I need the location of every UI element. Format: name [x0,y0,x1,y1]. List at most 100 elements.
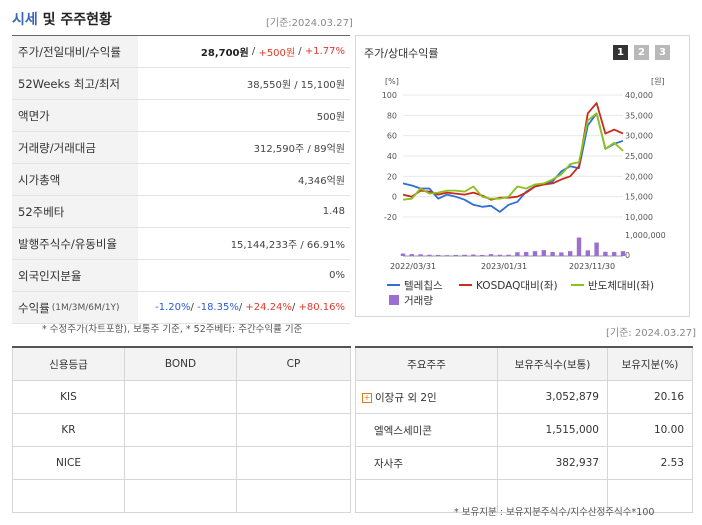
holder-name: 이장규 외 2인 [375,391,437,404]
holder-name-cell: + 이장규 외 2인 [355,380,498,414]
price-row-label: 시가총액 [12,164,138,195]
title-market: 시세 [12,12,38,28]
value-part: +24.24% [245,302,292,313]
legend-label: 텔레칩스 [404,280,443,292]
y-left-tick: 60 [387,132,397,141]
value-part: 4,346억원 [297,176,345,187]
series-line [402,112,624,201]
y-left-tick: 80 [387,111,397,120]
x-axis-label: 2023/01/31 [481,262,527,271]
credit-cell [124,380,237,414]
price-row-value: 28,700원 / +500원 / +1.77% [138,36,350,67]
price-row-label: 발행주식수/유동비율 [12,228,138,259]
volume-bar [453,254,458,256]
value-part: / [238,302,246,313]
y-left-tick: -20 [384,213,397,222]
holders-base-date: [기준: 2024.03.27] [606,328,697,339]
volume-bar [409,254,414,256]
price-table: 주가/전일대비/수익률 28,700원 / +500원 / +1.77% 52Wee… [12,35,350,324]
label-text: 발행주식수/유동비율 [18,236,118,251]
credit-row: KR [12,413,351,447]
volume-tick: 1,000,000 [625,231,666,240]
holder-name-cell: 자사주 [355,446,498,480]
volume-bar [603,251,608,256]
value-part: 28,700원 [200,48,249,59]
price-row-value: 4,346억원 [138,164,350,195]
credit-cell [236,479,351,513]
label-text: 수익률 [18,300,50,315]
volume-bar [462,254,467,256]
price-row: 수익률 (1M/3M/6M/1Y) -1.20% / -18.35% / +24.24%… [12,292,350,324]
holder-shares: 382,937 [497,446,608,480]
price-row-value: -1.20% / -18.35% / +24.24% / +80.16% [138,292,350,323]
credit-cell: NICE [12,446,125,480]
y-right-tick: 40,000 [625,91,653,100]
credit-cell [236,380,351,414]
volume-bar [568,251,573,256]
y-right-tick: 30,000 [625,132,653,141]
price-row-value: 1.48 [138,196,350,227]
credit-cell [124,479,237,513]
value-part: 0% [329,270,345,281]
label-sub: (1M/3M/6M/1Y) [51,302,120,313]
label-text: 52Weeks 최고/최저 [18,76,120,91]
y-left-tick: 100 [382,91,397,100]
y-right-tick: 25,000 [625,152,653,161]
credit-cell: KR [12,413,125,447]
legend-swatch [389,295,399,305]
holder-row: 자사주 382,937 2.53 [355,446,693,480]
price-row-label: 52Weeks 최고/최저 [12,68,138,99]
credit-cell: KIS [12,380,125,414]
price-row-value: 15,144,233주 / 66.91% [138,228,350,259]
value-part: +1.77% [304,46,345,57]
volume-bar [400,253,406,256]
holder-name: 자사주 [374,457,403,470]
y-right-tick: 15,000 [625,193,653,202]
legend-label: KOSDAQ대비(좌) [476,280,558,292]
series-line [402,112,624,213]
label-text: 52주베타 [18,204,65,219]
x-axis-label: 2023/11/30 [569,262,615,271]
volume-bar [585,250,590,256]
y-right-tick: 35,000 [625,111,653,120]
volume-bar [427,254,432,256]
price-row: 액면가 500원 [12,100,350,132]
credit-cell [124,446,237,480]
volume-bar [506,254,511,256]
volume-bar [612,252,617,256]
holder-row: + 이장규 외 2인 3,052,879 20.16 [355,380,693,414]
credit-row: KIS [12,380,351,414]
holder-name-cell: 엘엑스세미콘 [355,413,498,447]
price-row: 거래량/거래대금 312,590주 / 89억원 [12,132,350,164]
credit-cell [124,413,237,447]
price-row-label: 수익률 (1M/3M/6M/1Y) [12,292,138,323]
volume-bar [524,252,529,256]
volume-tick: 0 [625,251,630,260]
holder-percent [607,479,693,513]
legend-label: 거래량 [404,295,433,307]
chart-tab-3[interactable]: 3 [655,45,670,60]
value-part: 500원 [316,112,345,123]
credit-cell [236,413,351,447]
x-axis-label: 2022/03/31 [390,262,436,271]
price-row: 52Weeks 최고/최저 38,550원 / 15,100원 [12,68,350,100]
volume-bar [471,254,476,256]
label-text: 액면가 [18,108,50,123]
value-part: 312,590주 / 89억원 [253,144,345,155]
chart-tab-2[interactable]: 2 [634,45,649,60]
price-chart: [%] [원] 100 80 60 40 20 0 -20 40,000 35,000 30,000 2… [382,77,666,307]
price-row-value: 312,590주 / 89억원 [138,132,350,163]
credit-rating-table: 신용등급 BOND CP KIS KR NICE [12,346,351,513]
expand-plus-icon[interactable]: + [362,392,372,403]
credit-header-bond: BOND [124,346,237,381]
volume-bar [444,255,450,256]
holders-header-shares: 보유주식수(보통) [497,346,608,381]
price-row: 외국인지분율 0% [12,260,350,292]
price-row: 발행주식수/유동비율 15,144,233주 / 66.91% [12,228,350,260]
value-part: 38,550원 / 15,100원 [246,80,345,91]
chart-tab-1[interactable]: 1 [613,45,628,60]
price-row: 주가/전일대비/수익률 28,700원 / +500원 / +1.77% [12,36,350,68]
price-row: 52주베타 1.48 [12,196,350,228]
volume-bar [541,250,546,256]
volume-bar [436,254,441,256]
